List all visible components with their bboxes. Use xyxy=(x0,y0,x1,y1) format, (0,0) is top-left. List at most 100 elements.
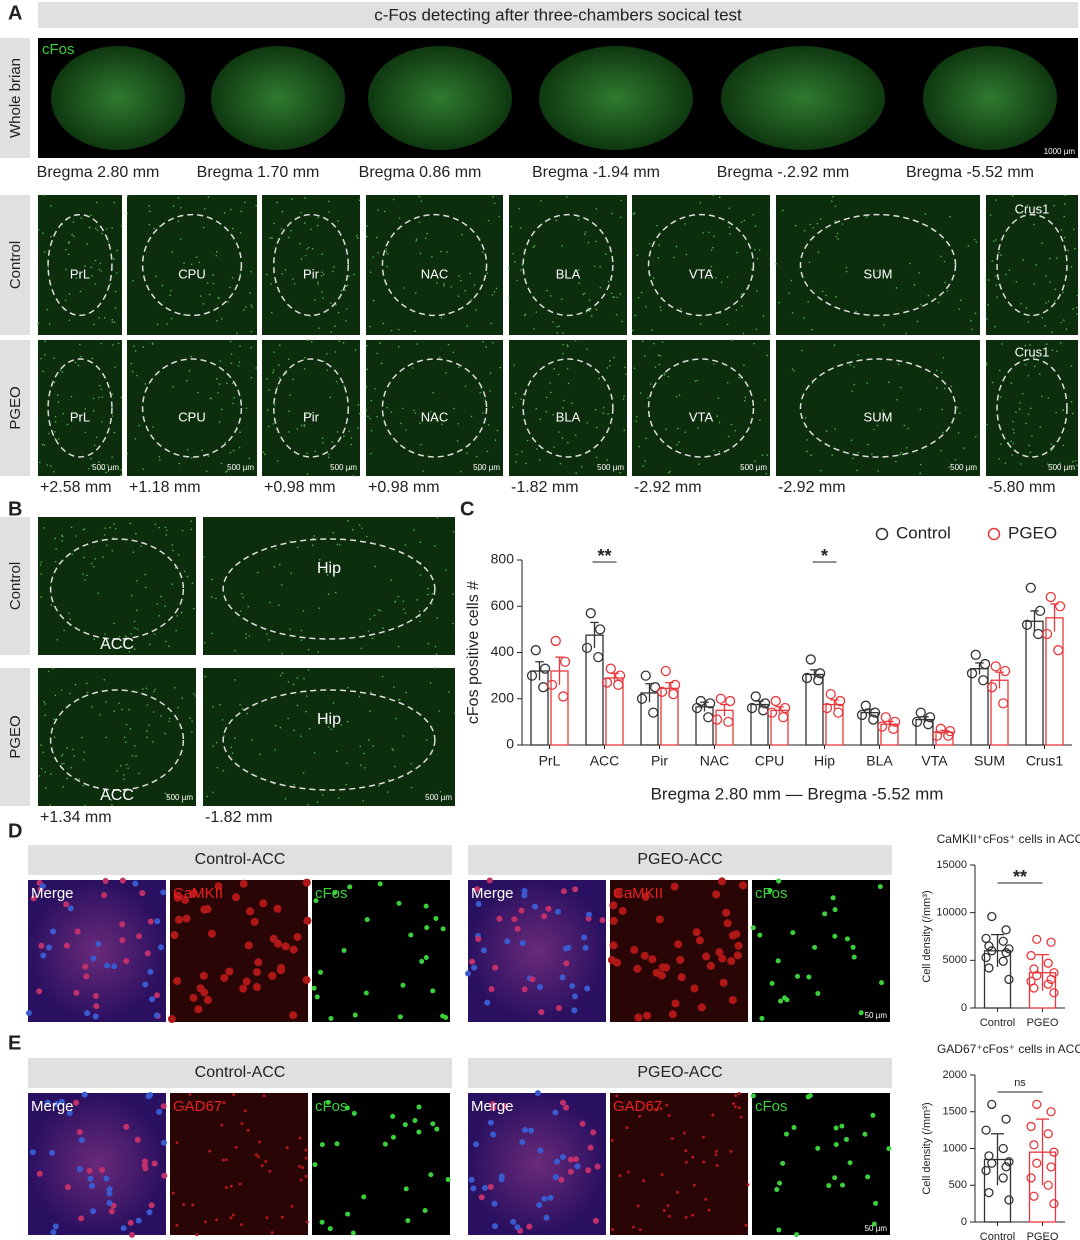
cell xyxy=(300,258,303,260)
cell xyxy=(278,376,281,379)
micrograph xyxy=(203,517,455,655)
cell xyxy=(1055,257,1058,259)
cell xyxy=(73,1099,80,1106)
cell xyxy=(181,896,190,905)
cell xyxy=(1062,444,1065,447)
cell xyxy=(439,790,442,793)
scale-label: 1000 µm xyxy=(1044,147,1076,156)
data-point xyxy=(1034,605,1046,617)
cell xyxy=(714,1153,718,1157)
cell xyxy=(834,205,837,207)
y-tick-label: 0 xyxy=(506,736,514,752)
cell xyxy=(369,710,371,712)
cell xyxy=(900,451,902,454)
cell xyxy=(433,915,439,921)
cell xyxy=(896,398,898,401)
cell xyxy=(313,299,316,301)
x-tick-label: Pir xyxy=(651,753,668,769)
cell xyxy=(135,1217,142,1224)
cell xyxy=(510,1218,517,1225)
cell xyxy=(54,430,56,433)
cell xyxy=(376,352,379,355)
cell xyxy=(403,608,405,611)
cell xyxy=(1001,343,1003,345)
region-label: Hip xyxy=(317,711,341,728)
cell xyxy=(372,745,375,747)
cell xyxy=(274,749,277,751)
cell xyxy=(508,296,510,299)
cell xyxy=(949,215,951,218)
cell xyxy=(532,246,535,249)
cell xyxy=(659,354,661,357)
cell xyxy=(440,926,446,932)
data-point xyxy=(546,679,558,691)
cell xyxy=(346,308,348,310)
cell xyxy=(501,1103,508,1110)
micrograph xyxy=(752,880,890,1022)
region-outline xyxy=(647,358,755,458)
cell xyxy=(38,228,40,231)
cell xyxy=(810,454,813,457)
cell xyxy=(489,372,492,375)
data-point xyxy=(1045,591,1056,603)
cell xyxy=(607,280,610,283)
cell xyxy=(673,256,675,259)
cell xyxy=(466,325,469,327)
cell xyxy=(364,767,366,769)
cell xyxy=(303,356,306,359)
micrograph xyxy=(262,340,360,476)
cell xyxy=(39,564,42,566)
cell xyxy=(288,236,290,239)
cell xyxy=(419,422,421,424)
cell xyxy=(726,323,729,326)
cell xyxy=(805,1094,811,1100)
cell xyxy=(567,1156,574,1163)
cell xyxy=(114,527,117,530)
data-point xyxy=(970,649,981,660)
cell xyxy=(127,767,129,769)
cell xyxy=(54,537,57,540)
cell xyxy=(871,1221,877,1227)
cell xyxy=(793,369,795,372)
cell xyxy=(754,460,756,462)
cell xyxy=(231,227,234,230)
cell xyxy=(216,319,218,322)
cell xyxy=(54,415,57,418)
cell xyxy=(754,248,756,251)
cell xyxy=(857,451,860,454)
cell xyxy=(900,386,902,389)
cell xyxy=(121,708,123,711)
cell xyxy=(226,382,228,385)
cell xyxy=(111,804,113,806)
cell xyxy=(678,441,680,443)
cell xyxy=(250,346,252,349)
coordinate-label: Bregma 0.86 mm xyxy=(359,164,482,181)
data-point xyxy=(750,691,761,702)
cell xyxy=(442,284,445,287)
cell xyxy=(345,783,347,786)
cell xyxy=(183,262,185,264)
data-point xyxy=(1001,1114,1011,1124)
cell xyxy=(916,320,919,323)
cell xyxy=(350,443,353,446)
cell xyxy=(862,1131,868,1137)
cell xyxy=(300,424,303,427)
cell xyxy=(649,383,652,385)
data-point xyxy=(998,698,1009,709)
cell xyxy=(54,421,57,423)
cell xyxy=(328,211,330,213)
cell xyxy=(238,361,241,363)
channel-label: cFos xyxy=(42,41,75,58)
cell xyxy=(288,410,290,412)
cell xyxy=(642,465,645,467)
cell xyxy=(1065,328,1068,330)
cell xyxy=(249,292,251,294)
cell xyxy=(257,1140,261,1144)
cell xyxy=(691,1213,695,1217)
cell xyxy=(68,293,71,295)
cell xyxy=(1022,259,1025,261)
cell xyxy=(735,309,738,311)
cell xyxy=(61,371,64,373)
cell xyxy=(194,695,197,697)
cell xyxy=(578,282,581,284)
